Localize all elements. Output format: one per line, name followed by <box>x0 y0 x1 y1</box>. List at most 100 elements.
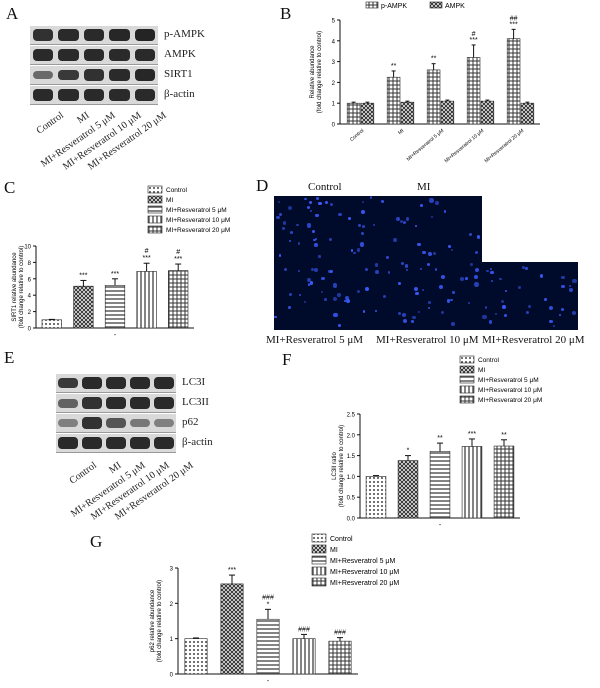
nucleus <box>402 313 407 317</box>
nucleus <box>382 295 386 299</box>
blot-band <box>83 69 105 81</box>
nucleus <box>525 267 528 270</box>
nucleus <box>452 291 456 295</box>
nucleus <box>297 269 300 272</box>
legend-swatch <box>147 225 163 234</box>
nucleus <box>315 238 318 241</box>
nucleus <box>369 196 373 200</box>
nucleus <box>361 210 365 214</box>
blot-band <box>32 89 54 101</box>
blot-band <box>109 69 130 81</box>
micro-title-mi: MI <box>417 181 431 193</box>
y-tick-label: 4 <box>332 39 336 45</box>
blot-row-label: p62 <box>182 416 199 428</box>
legend-swatch <box>147 215 163 224</box>
nucleus <box>395 217 400 222</box>
nucleus <box>362 225 365 228</box>
nucleus <box>303 301 306 304</box>
significance-label: ** <box>501 432 507 439</box>
legend-swatch <box>147 195 163 204</box>
legend-swatch <box>147 185 163 194</box>
panel-label-f: F <box>282 350 292 369</box>
blot-band <box>82 397 102 409</box>
significance-label: ## <box>510 15 518 22</box>
blot-band <box>134 49 156 61</box>
blot-band <box>106 437 126 449</box>
nucleus <box>467 301 470 304</box>
nucleus <box>320 291 323 294</box>
nucleus <box>474 250 478 254</box>
legend-label: MI <box>478 367 485 374</box>
legend-swatch <box>311 555 327 565</box>
y-tick-label: 8 <box>28 261 32 267</box>
nucleus <box>544 297 548 301</box>
nucleus <box>430 215 434 218</box>
blot-band <box>58 419 78 427</box>
nucleus <box>438 284 443 290</box>
blot-band <box>58 49 79 61</box>
nucleus <box>441 311 445 315</box>
legend-swatch <box>459 355 475 364</box>
blot-row-1 <box>30 46 158 65</box>
nucleus <box>427 252 432 256</box>
nucleus <box>329 237 332 241</box>
nucleus <box>338 323 342 327</box>
nucleus <box>357 223 361 227</box>
panel-label-b: B <box>280 4 292 23</box>
nucleus <box>440 274 445 279</box>
y-tick-label: 3 <box>170 567 174 573</box>
y-tick-label: 1.0 <box>347 475 356 481</box>
x-tick-label: Control <box>349 128 365 143</box>
bar <box>360 102 375 125</box>
significance-label: * <box>267 601 270 608</box>
micro-image-res10 <box>374 262 474 330</box>
nucleus <box>337 212 342 217</box>
bar <box>466 57 481 125</box>
panel-d: D Control MI MI+Resveratrol 5 μM MI+Resv… <box>256 176 600 348</box>
legend-label: Control <box>478 357 500 364</box>
legend-label: MI+Resveratrol 20 μM <box>330 580 399 587</box>
nucleus <box>350 249 354 252</box>
legend-swatch <box>459 365 475 374</box>
panel-label-e: E <box>4 348 15 367</box>
legend-label: MI+Resveratrol 10 μM <box>166 217 230 224</box>
y-tick-label: 0.5 <box>347 496 356 502</box>
panel-g: G 0 1 2 3 p62 relative abundance (fold change… <box>80 528 520 685</box>
nucleus <box>469 262 473 266</box>
nucleus <box>357 248 361 252</box>
nucleus <box>362 310 366 314</box>
blot-row-label: p-AMPK <box>164 28 205 40</box>
blot-row-label: AMPK <box>164 48 196 60</box>
y-axis-label: p62 relative abundance <box>150 589 156 652</box>
significance-label: ** <box>391 63 397 70</box>
blot-band <box>58 398 78 408</box>
blot-row-3 <box>30 86 158 105</box>
nucleus <box>393 238 397 242</box>
blot-sample-label: Control <box>34 110 67 137</box>
nucleus <box>279 213 283 217</box>
blot-row-1 <box>56 394 176 413</box>
legend-label: MI+Resveratrol 10 μM <box>478 387 542 394</box>
chart-c: 0 2 4 6 8 10 SIRT1 relative abundance (fold cha… <box>12 185 230 339</box>
nucleus <box>287 305 292 310</box>
bar <box>41 319 62 329</box>
bar <box>184 638 208 675</box>
nucleus <box>495 313 498 316</box>
nucleus <box>321 276 325 281</box>
blot-band <box>58 89 79 101</box>
nucleus <box>296 223 299 227</box>
nucleus <box>421 288 424 292</box>
legend-label: MI+Resveratrol 5 μM <box>330 558 395 565</box>
blot-e <box>56 374 176 454</box>
legend-swatch <box>365 1 379 9</box>
micro-image-res20 <box>474 262 578 330</box>
chart-f: 0.0 0.5 1.0 1.5 2.0 2.5 LC3II ratio (fold chang… <box>332 355 542 529</box>
y-tick-label: 3 <box>332 60 336 66</box>
bar <box>400 101 415 125</box>
bar <box>346 102 361 125</box>
bar <box>365 476 387 519</box>
nucleus <box>539 274 544 278</box>
nucleus <box>400 220 404 224</box>
y-tick-label: 10 <box>24 245 31 251</box>
blot-band <box>58 69 79 81</box>
